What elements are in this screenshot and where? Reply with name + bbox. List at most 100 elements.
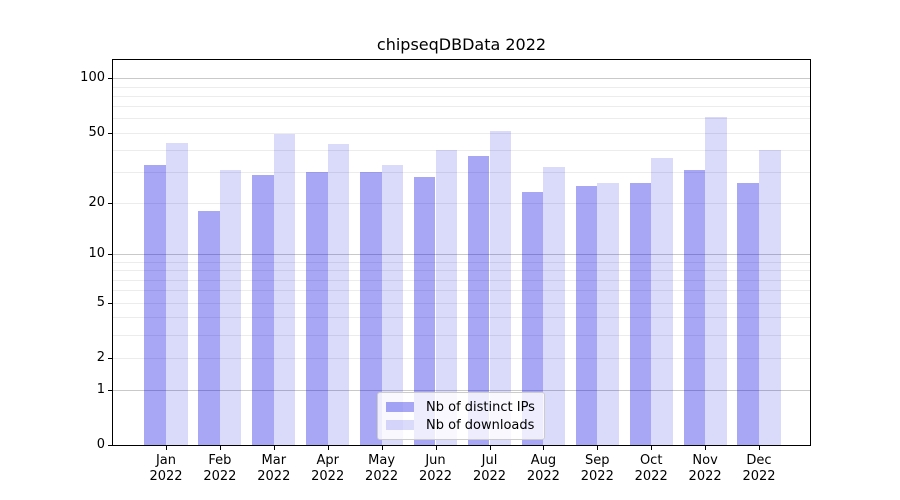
gridline-minor-20: [113, 203, 810, 204]
x-tick-month: Apr: [316, 453, 339, 468]
x-tick-month: Jul: [481, 453, 498, 468]
y-tick-mark-10: [108, 254, 112, 256]
y-tick-mark-50: [108, 132, 112, 134]
bar-downloads-apr: [327, 144, 350, 445]
x-tick-label-sep: Sep 2022: [565, 453, 629, 485]
y-tick-mark-20: [108, 203, 112, 204]
plot-area: [113, 60, 810, 445]
bar-distinct-ips-mar: [252, 174, 274, 445]
x-tick-label-jun: Jun 2022: [404, 453, 468, 485]
y-tick-label-10: 10: [88, 246, 105, 262]
y-tick-mark-2: [108, 357, 112, 359]
x-tick-mark-dec: [759, 446, 760, 450]
x-tick-label-may: May 2022: [350, 453, 414, 485]
x-tick-mark-may: [381, 446, 383, 450]
y-tick-mark-100: [108, 78, 112, 80]
gridline-minor-80: [113, 95, 810, 97]
bar-downloads-sep: [597, 183, 619, 445]
x-tick-label-aug: Aug 2022: [511, 453, 575, 485]
bar-distinct-ips-apr: [306, 172, 328, 445]
chart-title: chipseqDBData 2022: [376, 35, 547, 54]
bar-distinct-ips-feb: [198, 211, 220, 445]
gridline-minor-2: [113, 357, 810, 359]
y-tick-label-2: 2: [96, 349, 105, 365]
legend-label-downloads: Nb of downloads: [426, 417, 535, 433]
bar-distinct-ips-oct: [629, 183, 652, 445]
gridline-minor-40: [113, 149, 810, 151]
gridline-minor-9: [113, 262, 810, 263]
bar-downloads-jul: [489, 131, 512, 445]
x-tick-label-jan: Jan 2022: [134, 453, 198, 485]
y-tick-mark-0: [108, 445, 112, 446]
y-tick-label-0: 0: [96, 437, 105, 452]
y-tick-label-20: 20: [88, 195, 105, 210]
x-tick-label-apr: Apr 2022: [296, 453, 360, 485]
gridline-minor-4: [113, 317, 810, 319]
bar-distinct-ips-jun: [413, 177, 436, 445]
x-tick-year: 2022: [688, 469, 722, 484]
x-tick-month: Oct: [639, 453, 663, 468]
x-tick-year: 2022: [472, 469, 507, 484]
x-tick-label-mar: Mar 2022: [242, 453, 306, 485]
y-tick-label-5: 5: [96, 294, 105, 310]
x-tick-mark-jan: [166, 446, 167, 450]
x-tick-year: 2022: [580, 469, 614, 484]
legend-label-distinct-ips: Nb of distinct IPs: [426, 399, 535, 415]
gridline-minor-6: [113, 290, 810, 292]
x-tick-month: Aug: [530, 453, 557, 468]
y-tick-label-1: 1: [96, 381, 105, 397]
bar-distinct-ips-jul: [467, 155, 490, 445]
gridline-minor-3: [113, 334, 810, 336]
bar-downloads-mar: [273, 134, 296, 445]
bar-downloads-oct: [651, 158, 673, 445]
gridline-minor-30: [113, 172, 810, 174]
gridline-minor-90: [113, 86, 810, 88]
x-tick-month: Mar: [261, 453, 287, 468]
bar-downloads-jun: [435, 149, 458, 445]
bar-downloads-aug: [543, 167, 565, 445]
legend-swatch-downloads: [386, 420, 414, 430]
x-tick-month: Feb: [208, 453, 232, 468]
x-tick-month: Jun: [425, 453, 446, 468]
x-tick-mark-nov: [705, 446, 707, 450]
bar-distinct-ips-may: [360, 172, 382, 445]
legend-swatch-distinct-ips: [386, 402, 414, 412]
x-tick-month: Nov: [692, 453, 718, 468]
x-tick-mark-oct: [651, 446, 653, 450]
x-tick-year: 2022: [418, 469, 453, 484]
bar-downloads-dec: [759, 149, 781, 445]
bar-distinct-ips-jan: [144, 164, 166, 445]
x-tick-mark-sep: [597, 446, 599, 450]
x-tick-mark-feb: [219, 446, 221, 450]
x-tick-month: May: [368, 453, 396, 468]
gridline-minor-5: [113, 302, 810, 304]
gridline-minor-8: [113, 270, 810, 272]
x-tick-year: 2022: [311, 469, 345, 484]
bar-downloads-nov: [705, 117, 727, 445]
y-tick-mark-5: [108, 302, 112, 304]
y-tick-mark-1: [108, 389, 112, 391]
x-tick-mark-apr: [327, 446, 329, 450]
x-tick-label-jul: Jul 2022: [458, 453, 522, 485]
x-tick-month: Sep: [585, 453, 610, 468]
legend: Nb of distinct IPs Nb of downloads: [377, 392, 545, 440]
x-tick-mark-jun: [435, 446, 437, 450]
bar-downloads-feb: [219, 169, 242, 445]
x-tick-mark-aug: [543, 446, 545, 450]
x-tick-year: 2022: [526, 469, 560, 484]
gridline-minor-50: [113, 132, 810, 134]
gridline-minor-7: [113, 279, 810, 281]
bar-downloads-jan: [166, 142, 188, 445]
gridline-minor-70: [113, 106, 810, 108]
y-tick-label-50: 50: [88, 124, 105, 140]
bar-distinct-ips-dec: [737, 183, 759, 445]
x-tick-year: 2022: [257, 469, 291, 484]
x-tick-label-dec: Dec 2022: [727, 453, 791, 485]
gridline-minor-60: [113, 118, 810, 120]
legend-item-downloads: Nb of downloads: [386, 416, 544, 434]
x-tick-year: 2022: [742, 469, 776, 484]
bar-distinct-ips-aug: [521, 192, 544, 445]
x-tick-year: 2022: [365, 469, 399, 484]
x-tick-month: Dec: [746, 453, 772, 468]
